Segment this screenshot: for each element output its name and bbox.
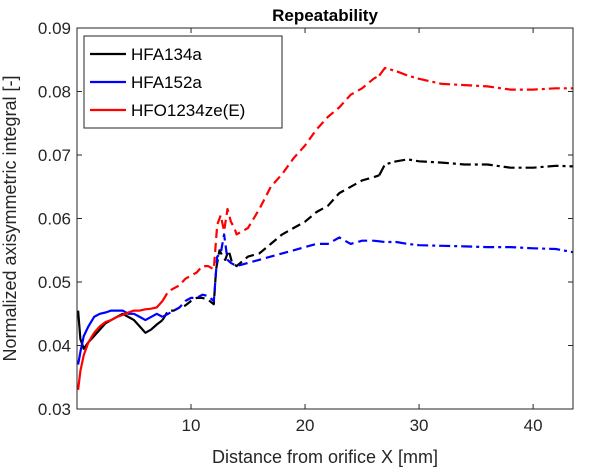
series-line-hfa152a — [161, 233, 374, 318]
series-line-hfa152a — [373, 239, 574, 254]
chart-title: Repeatability — [272, 6, 378, 25]
y-tick-label: 0.09 — [38, 19, 71, 38]
series-line-hfo1234ze-e — [77, 300, 164, 391]
legend: HFA134a HFA152a HFO1234ze(E) — [83, 35, 283, 129]
x-tick-label: 20 — [296, 416, 315, 435]
y-tick-label: 0.03 — [38, 400, 71, 419]
y-axis-label: Normalized axisymmetric integral [-] — [0, 75, 20, 361]
legend-label-hfa134a: HFA134a — [131, 45, 202, 64]
series-line-hfo1234ze-e — [161, 74, 380, 302]
tick-layer: 10 20 30 40 0.03 0.04 0.05 0.06 0.07 0.08 0.09 — [38, 19, 573, 435]
y-tick-label: 0.06 — [38, 210, 71, 229]
x-axis-label: Distance from orifice X [mm] — [212, 447, 438, 467]
x-tick-label: 40 — [524, 416, 543, 435]
series-line-hfo1234ze-e — [378, 66, 573, 91]
series-line-hfa152a — [77, 309, 164, 365]
series-line-hfa134a — [378, 158, 574, 176]
series-line-hfa134a — [161, 174, 380, 321]
legend-label-hfo1234ze-e: HFO1234ze(E) — [131, 101, 245, 120]
x-tick-label: 30 — [410, 416, 429, 435]
y-tick-label: 0.07 — [38, 146, 71, 165]
series-layer — [77, 66, 574, 391]
legend-label-hfa152a: HFA152a — [131, 73, 202, 92]
x-tick-label: 10 — [182, 416, 201, 435]
y-tick-label: 0.05 — [38, 273, 71, 292]
y-tick-label: 0.04 — [38, 337, 71, 356]
y-tick-label: 0.08 — [38, 83, 71, 102]
